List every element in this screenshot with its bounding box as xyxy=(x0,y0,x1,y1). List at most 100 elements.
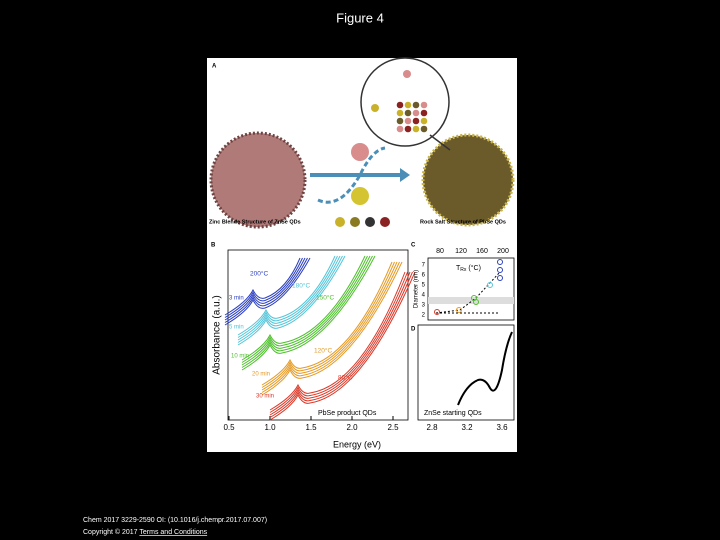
spectrum xyxy=(237,255,343,343)
atom xyxy=(404,125,412,133)
x-tick-label: 2.0 xyxy=(346,423,358,432)
y-tick-label: 6 xyxy=(422,273,426,279)
atoms xyxy=(371,70,428,133)
x-axis-label: Energy (eV) xyxy=(333,439,381,449)
atom xyxy=(404,117,412,125)
panel-b: B Absorbance (a.u.) Energy (eV) PbSe pro… xyxy=(211,243,416,449)
panel-c: C TRx (°C) Diameter (nm) xyxy=(411,243,515,321)
marker xyxy=(497,267,503,273)
x-tick-label: 2.8 xyxy=(426,423,438,432)
figure xyxy=(207,58,517,452)
x-tick-label: 1.5 xyxy=(305,423,317,432)
marker xyxy=(434,309,440,315)
x-tick-label: 1.0 xyxy=(264,423,276,432)
spectrum xyxy=(269,271,406,411)
atom xyxy=(412,109,420,117)
atom xyxy=(420,101,428,109)
caption: Rock Salt Structure of PbSe QDs xyxy=(420,219,506,225)
atom xyxy=(396,125,404,133)
spectrum xyxy=(269,271,416,421)
temperature-label: 80°C xyxy=(338,374,353,382)
spectrum xyxy=(237,255,338,338)
spectrum xyxy=(261,261,398,391)
marker xyxy=(456,307,462,313)
slide-title: Figure 4 xyxy=(336,10,384,25)
spectrum xyxy=(241,255,373,368)
terms-link[interactable]: Terms and Conditions xyxy=(139,529,207,536)
spectrum xyxy=(237,255,336,336)
x-tick-label: 3.6 xyxy=(496,423,508,432)
spectra xyxy=(224,255,416,421)
legend-atom xyxy=(365,217,375,227)
spectrum xyxy=(269,271,411,416)
atom xyxy=(412,125,420,133)
spectrum xyxy=(237,255,346,346)
marker xyxy=(497,259,503,265)
spectrum xyxy=(224,257,308,323)
spectrum xyxy=(224,257,301,316)
copyright-text: Copyright © 2017 xyxy=(83,528,139,536)
axis-title-unit: (°C) xyxy=(468,264,481,272)
atom xyxy=(396,109,404,117)
atom xyxy=(420,109,428,117)
atom xyxy=(396,117,404,125)
atom xyxy=(404,109,412,117)
rock-salt-crystal xyxy=(423,135,513,225)
marker xyxy=(473,299,479,305)
axis-title: TRx (°C) xyxy=(456,264,481,273)
markers xyxy=(434,259,503,315)
time-label: 5 min xyxy=(229,325,244,331)
spectrum xyxy=(241,255,368,363)
marker xyxy=(487,282,493,288)
axis-title-main: T xyxy=(456,265,461,272)
temperature-label: 200°C xyxy=(250,270,268,278)
crystal-texture xyxy=(209,131,307,229)
spectrum xyxy=(241,255,376,371)
y-tick-label: 4 xyxy=(422,293,426,299)
magnifier xyxy=(360,57,450,147)
atom xyxy=(404,101,412,109)
top-tick-label: 120 xyxy=(455,248,467,255)
dashed-arrow xyxy=(317,146,386,204)
y-tick-label: 3 xyxy=(422,303,426,309)
top-tick-label: 200 xyxy=(497,248,509,255)
plot-frame xyxy=(227,249,409,421)
marker xyxy=(497,275,503,281)
spectrum xyxy=(237,255,341,341)
legend-atom xyxy=(335,217,345,227)
atom xyxy=(396,101,404,109)
spectrum xyxy=(261,261,400,393)
spectrum xyxy=(224,257,303,318)
band xyxy=(428,297,514,304)
spectrum xyxy=(269,271,413,418)
panel-a: A Zinc Blende Structure of ZnSe QDs Rock… xyxy=(209,57,515,229)
axis-title-sub: Rx xyxy=(460,267,467,273)
x-tick-label: 2.5 xyxy=(387,423,399,432)
plot-frame xyxy=(417,324,515,421)
y-axis-label: Absorbance (a.u.) xyxy=(212,295,223,375)
zn-atom xyxy=(351,187,369,205)
atom xyxy=(420,117,428,125)
spectrum xyxy=(261,261,403,396)
x-tick-label: 0.5 xyxy=(223,423,235,432)
citation: Chem 2017 3229-2590 OI: (10.1016/j.chemp… xyxy=(83,517,267,524)
spectrum xyxy=(457,331,513,406)
copyright: Copyright © 2017 Terms and Conditions xyxy=(83,528,208,536)
arrowhead xyxy=(400,168,410,182)
spectrum xyxy=(269,271,408,413)
panel-label: D xyxy=(411,327,416,333)
y-tick-label: 2 xyxy=(422,313,426,319)
temperature-label: 150°C xyxy=(316,294,334,302)
panel-d: D ZnSe starting QDs xyxy=(411,324,515,421)
pb-atom xyxy=(351,143,369,161)
atom xyxy=(371,104,379,112)
zinc-blende-crystal xyxy=(211,133,305,227)
annotation: PbSe product QDs xyxy=(318,410,377,417)
y-axis-label: Diameter (nm) xyxy=(414,270,420,308)
temperature-label: 120°C xyxy=(314,347,332,355)
temperature-label: 180°C xyxy=(292,282,310,290)
panel-label: A xyxy=(212,64,217,70)
spectrum xyxy=(224,257,306,321)
top-tick-label: 80 xyxy=(436,248,444,255)
